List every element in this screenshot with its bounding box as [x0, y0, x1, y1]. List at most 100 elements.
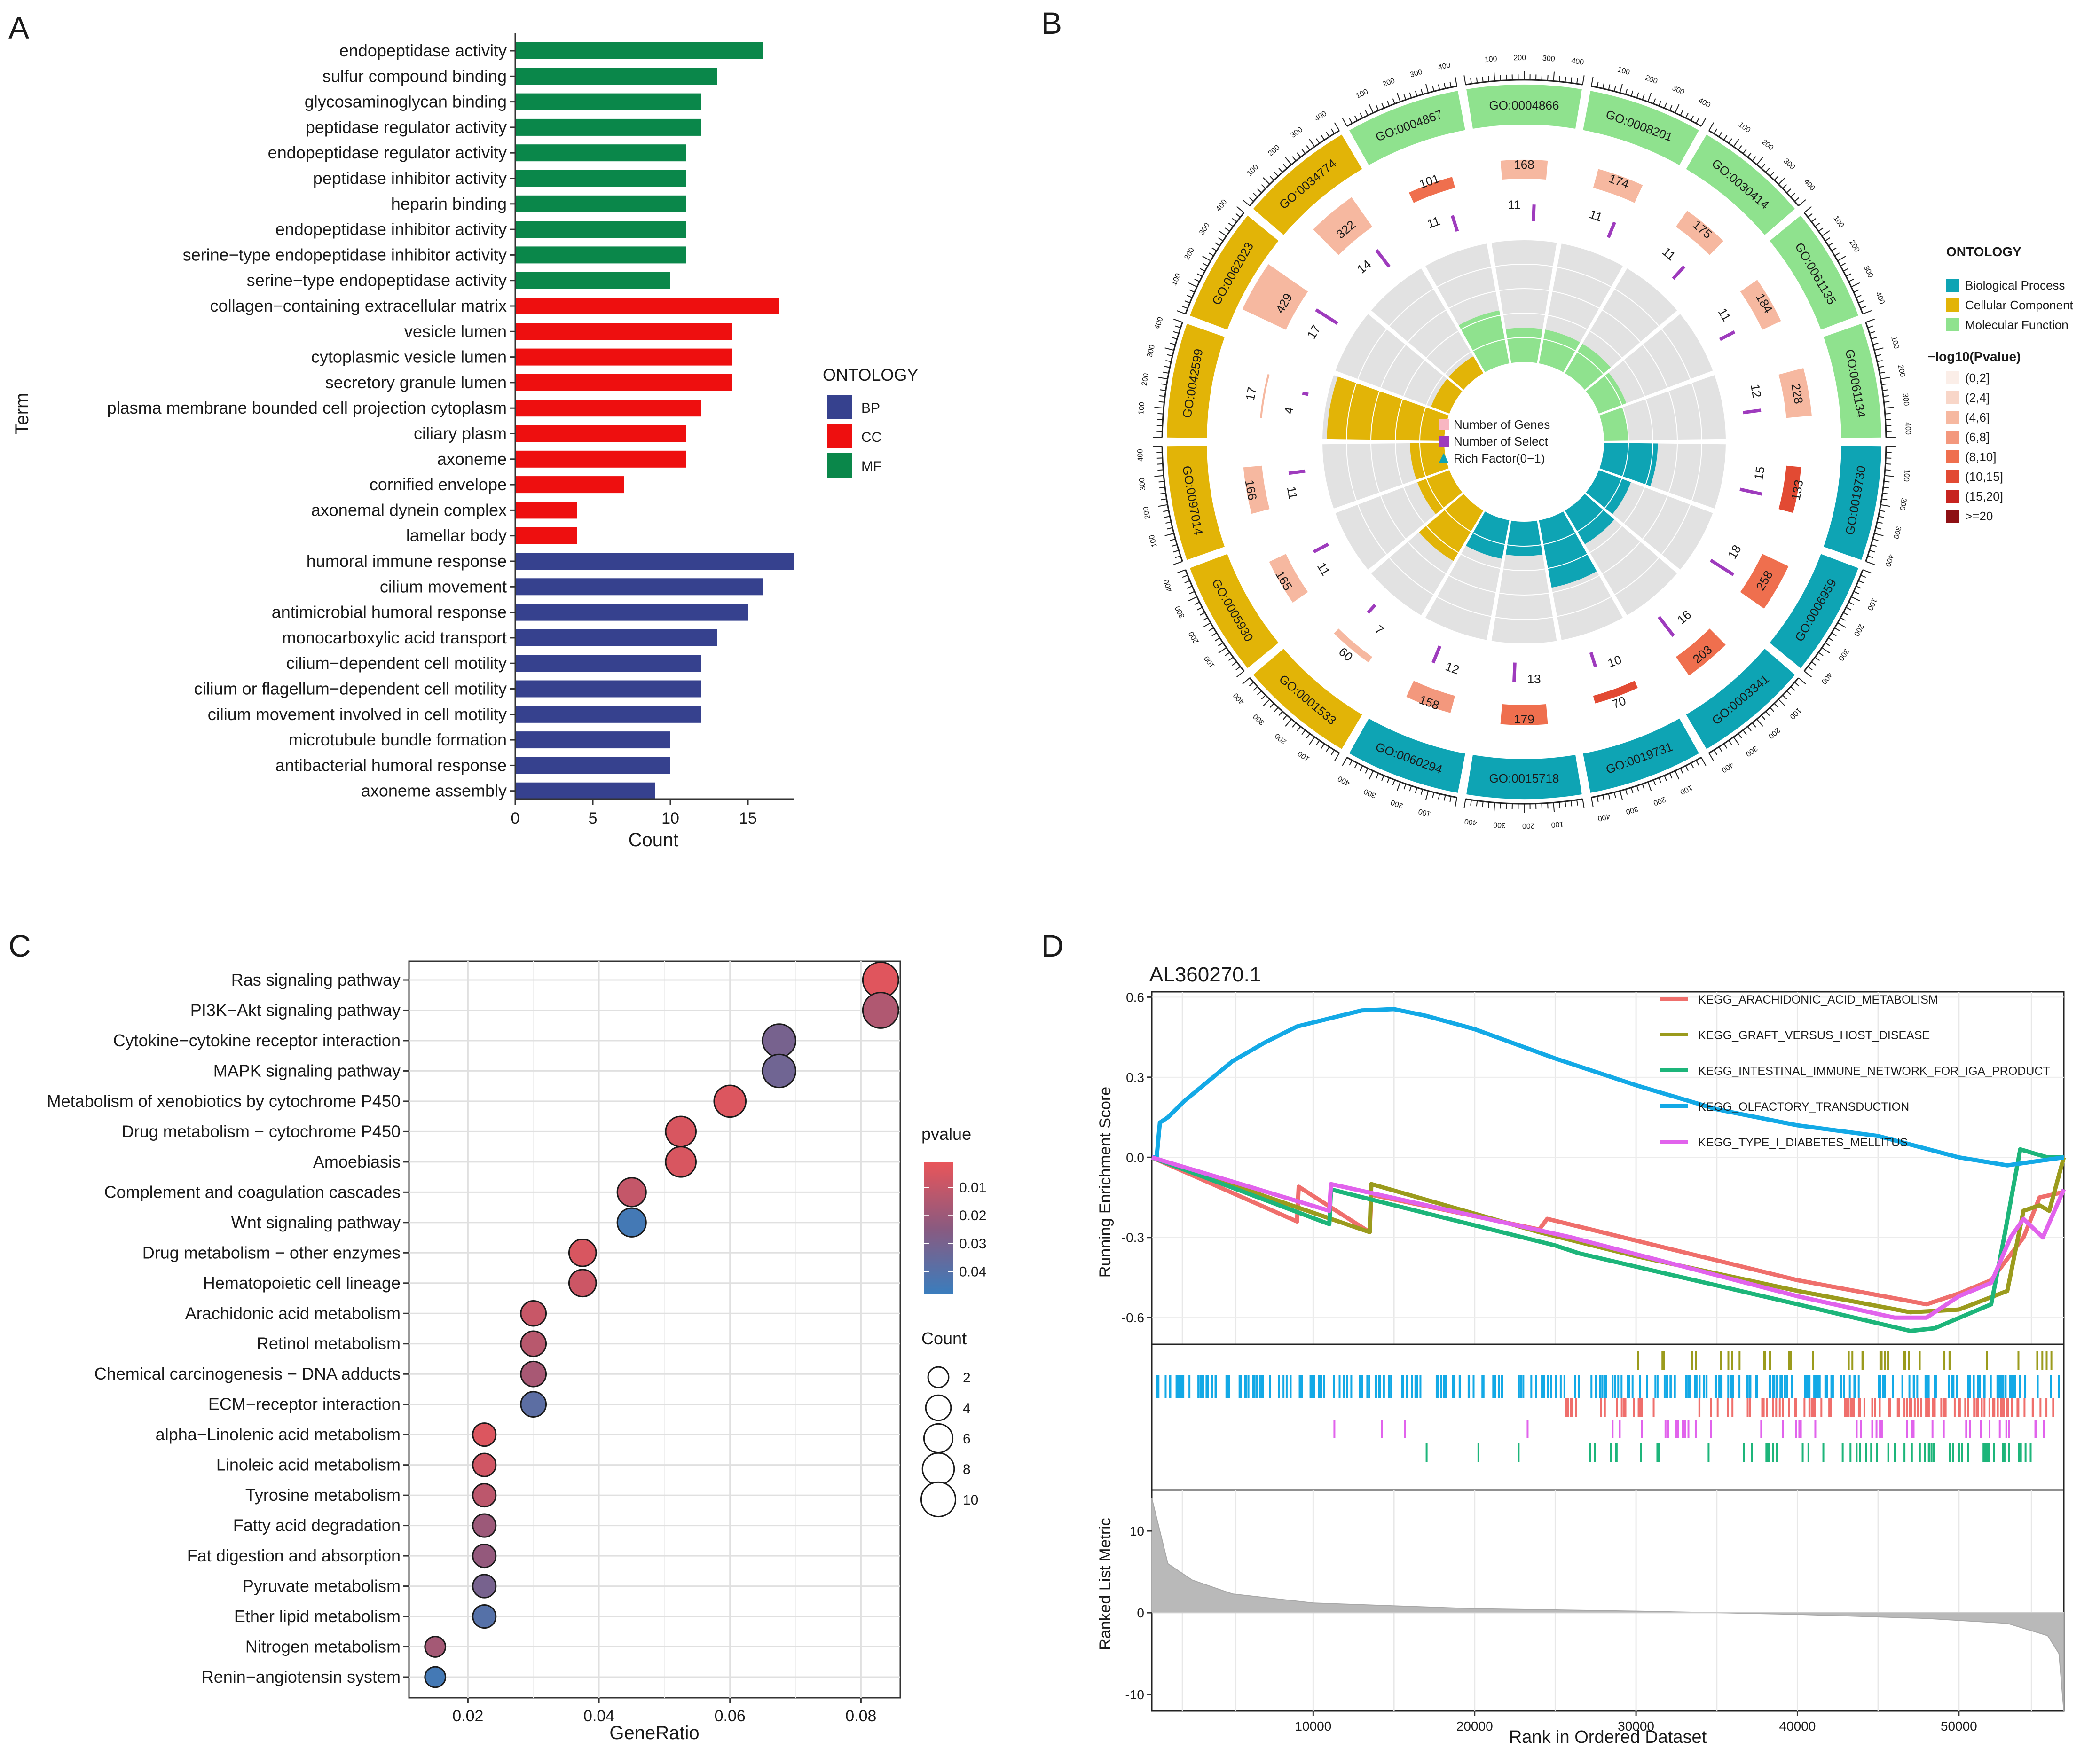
scale-tick — [1884, 475, 1894, 477]
scale-tick — [1723, 135, 1728, 141]
scale-tick — [1846, 607, 1851, 611]
bar — [515, 450, 686, 468]
term-label: collagen−containing extracellular matrix — [210, 296, 507, 315]
scale-tick — [1597, 81, 1599, 88]
count-legend-circle — [927, 1366, 950, 1388]
scale-tick — [1326, 132, 1330, 137]
scale-tick — [1675, 104, 1680, 113]
scale-tick — [1837, 622, 1846, 628]
ontology-band — [1770, 554, 1858, 668]
scale-tick — [1161, 383, 1167, 385]
count-legend-circle — [920, 1481, 957, 1518]
scale-tick — [1175, 555, 1181, 558]
rich-factor-wedge — [1417, 470, 1463, 514]
bar — [515, 731, 670, 749]
scale-tick — [1163, 510, 1169, 512]
x-tick-label: 0.02 — [452, 1707, 483, 1725]
term-label: peptidase inhibitor activity — [313, 169, 507, 188]
scale-tick — [1215, 242, 1220, 246]
series-legend-label: KEGG_OLFACTORY_TRANSDUCTION — [1698, 1100, 1909, 1114]
scale-tick — [1874, 347, 1884, 351]
scale-tick — [1653, 98, 1656, 104]
rich-factor-wedge — [1599, 443, 1658, 486]
scale-tick — [1860, 306, 1866, 309]
rich-factor-wedge — [1505, 328, 1543, 363]
pathway-label: Hematopoietic cell lineage — [203, 1273, 401, 1293]
number-of-genes-label: 168 — [1514, 157, 1534, 172]
pathway-point — [472, 1483, 497, 1508]
scale-tick — [1879, 510, 1886, 512]
bar — [515, 323, 732, 340]
panel-a-legend-title: ONTOLOGY — [823, 365, 918, 384]
ontology-band — [1253, 134, 1362, 235]
scale-tick-label: 400 — [1903, 422, 1912, 435]
rich-factor-wedge — [1586, 470, 1631, 514]
scale-tick-label: 200 — [1142, 506, 1152, 519]
number-of-genes-bar — [1406, 681, 1455, 713]
series-legend-label: KEGG_GRAFT_VERSUS_HOST_DISEASE — [1698, 1029, 1930, 1042]
scale-tick-label: 300 — [1542, 55, 1555, 63]
scale-arc — [1803, 569, 1864, 672]
scale-tick — [1811, 661, 1817, 666]
number-of-select-label: 12 — [1748, 383, 1764, 399]
pathway-point — [568, 1269, 597, 1298]
bar — [515, 706, 701, 723]
scale-tick — [1840, 617, 1846, 621]
number-of-genes-bar — [1740, 554, 1789, 609]
scale-tick — [1831, 247, 1837, 251]
rich-factor-wedge — [1586, 372, 1627, 414]
pvalue-range-label: (15,20] — [1965, 489, 2003, 503]
bar — [515, 195, 686, 212]
rich-factor-wedge — [1505, 520, 1543, 556]
pvalue-swatch — [1946, 490, 1959, 503]
scale-tick — [1608, 793, 1611, 800]
pathway-label: ECM−receptor interaction — [208, 1395, 401, 1414]
scale-tick — [1843, 612, 1849, 616]
colorbar-tick-label: 0.04 — [959, 1264, 986, 1279]
pathway-label: alpha−Linolenic acid metabolism — [156, 1425, 401, 1444]
scale-tick — [1182, 306, 1188, 309]
scale-tick — [1553, 71, 1555, 81]
bar — [515, 246, 686, 264]
scale-tick — [1228, 657, 1234, 661]
scale-tick — [1790, 686, 1795, 691]
scale-tick — [1761, 715, 1766, 720]
legend-swatch-bp — [827, 395, 852, 419]
scale-tick — [1208, 627, 1214, 631]
pathway-label: Drug metabolism − other enzymes — [142, 1243, 401, 1262]
bar — [515, 476, 624, 494]
scale-tick — [1879, 371, 1886, 374]
pathway-label: Ras signaling pathway — [231, 970, 401, 989]
scale-arc — [1708, 130, 1799, 206]
pathway-label: Tyrosine metabolism — [245, 1485, 401, 1505]
scale-tick — [1597, 796, 1599, 802]
scale-tick — [1853, 591, 1859, 595]
scale-tick — [1493, 802, 1495, 812]
term-label: cilium movement — [380, 577, 507, 596]
legend-swatch-biological-process — [1946, 279, 1959, 292]
scale-tick-label: 300 — [1146, 344, 1156, 358]
number-of-genes-bar — [1313, 197, 1373, 255]
scale-tick — [1316, 138, 1320, 144]
scale-tick — [1582, 75, 1585, 85]
enrichment-score-line — [1151, 1155, 2066, 1320]
scale-tick — [1630, 90, 1634, 96]
scale-tick — [1869, 549, 1875, 553]
scale-arc — [1249, 130, 1340, 206]
number-of-select-label: 11 — [1508, 197, 1520, 212]
es-plot-frame — [1151, 991, 2065, 1345]
scale-tick — [1164, 366, 1170, 368]
scale-tick — [1613, 86, 1616, 92]
scale-tick — [1482, 801, 1484, 808]
scale-tick — [1834, 627, 1840, 631]
scale-tick — [1778, 177, 1785, 185]
ontology-band — [1824, 446, 1881, 560]
scale-tick — [1848, 602, 1854, 605]
panel-a-x-axis-title: Count — [629, 830, 679, 850]
term-label: heparin binding — [391, 194, 507, 213]
pvalue-swatch — [1946, 371, 1959, 384]
pathway-label: Linoleic acid metabolism — [216, 1455, 401, 1474]
scale-tick-label: 200 — [1513, 54, 1526, 62]
scale-tick — [1171, 544, 1178, 547]
bar — [515, 502, 577, 519]
